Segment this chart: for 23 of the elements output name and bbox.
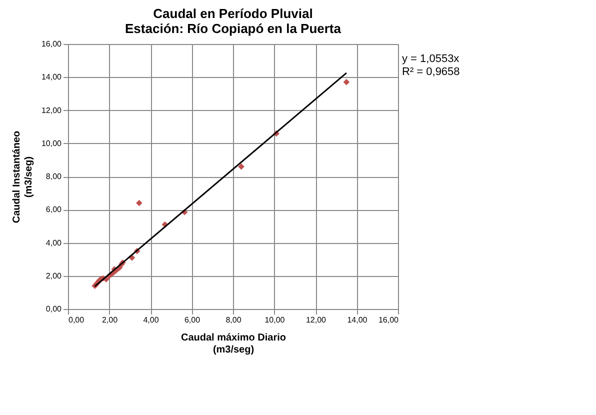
y-tick-label: 0,00 <box>46 304 62 314</box>
y-tick-label: 10,00 <box>41 138 62 148</box>
text: R² = 0,9658 <box>402 66 460 78</box>
y-tick-label: 8,00 <box>46 172 62 181</box>
x-tick-label: 2,00 <box>102 316 118 324</box>
y-axis-title: Caudal Instantáneo (m3/seg) <box>11 130 34 224</box>
x-tick-label: 0,00 <box>68 316 85 324</box>
x-axis-title: Caudal máximo Diario (m3/seg) <box>180 332 286 356</box>
text: y = 1,0553x <box>402 53 460 65</box>
y-tick-label: 16,00 <box>41 40 62 48</box>
y-tick-label: 2,00 <box>46 271 62 280</box>
y-tick-label: 14,00 <box>41 72 62 82</box>
x-tick-label: 14,00 <box>347 316 368 324</box>
chart-title: Caudal en Período Pluvial Estación: Río Copiapó en la Puerta <box>125 6 342 36</box>
y-tick-label: 6,00 <box>46 205 62 214</box>
y-tick-label: 4,00 <box>46 238 62 248</box>
x-tick-label: 4,00 <box>143 316 160 324</box>
x-tick-label: 12,00 <box>306 316 327 324</box>
x-tick-label: 8,00 <box>226 316 242 324</box>
x-tick-label: 16,00 <box>378 316 400 324</box>
x-tick-label: 10,00 <box>264 316 286 324</box>
y-tick-label: 12,00 <box>41 106 62 115</box>
x-tick-label: 6,00 <box>184 316 201 324</box>
